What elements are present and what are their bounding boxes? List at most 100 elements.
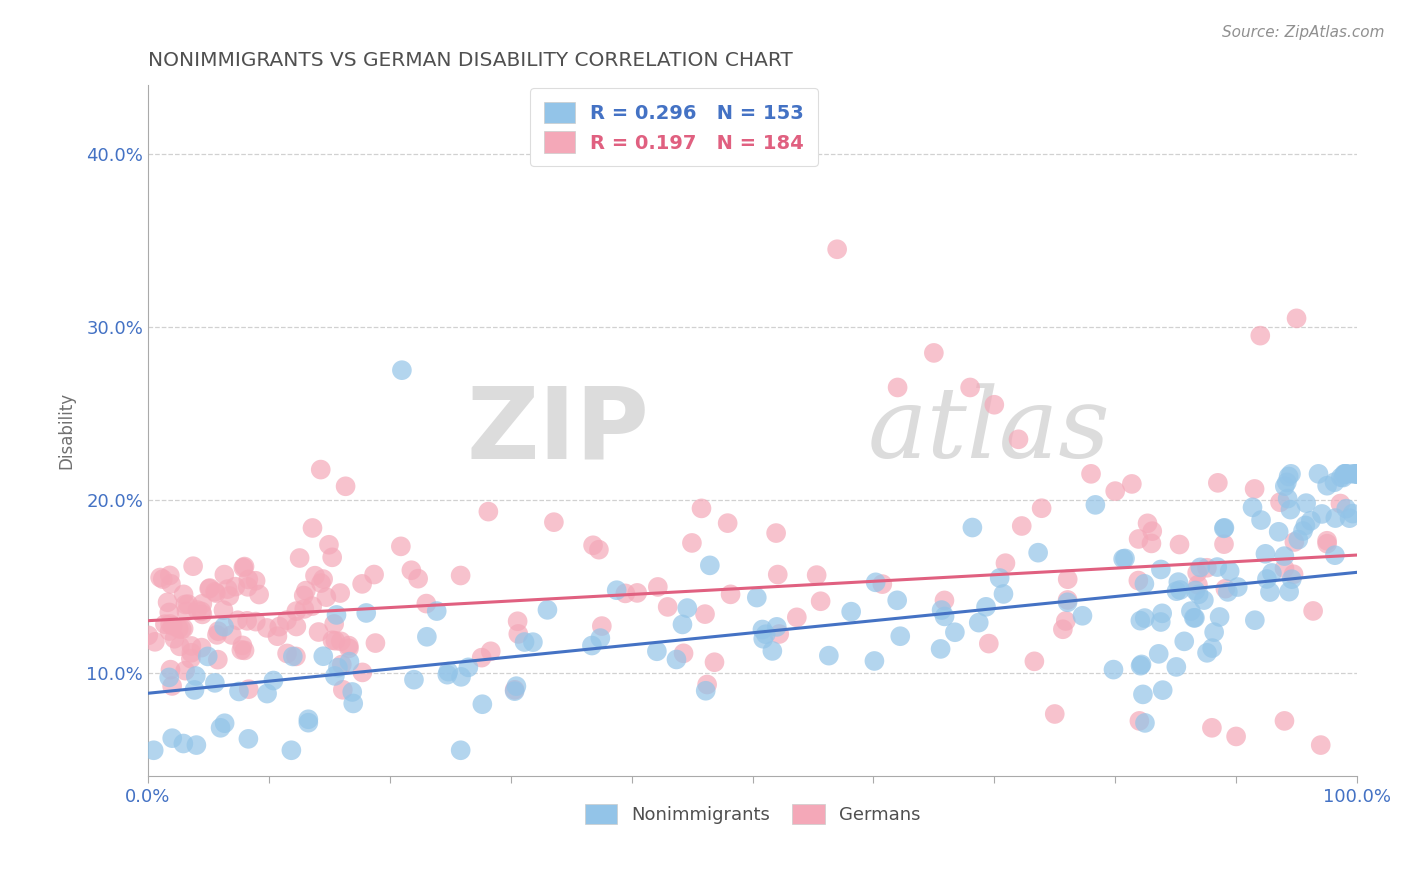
Point bbox=[1054, 614, 1077, 628]
Point bbox=[1166, 660, 1188, 674]
Point bbox=[513, 635, 536, 649]
Point bbox=[136, 628, 159, 642]
Point bbox=[247, 588, 270, 602]
Point bbox=[959, 380, 981, 394]
Point bbox=[301, 521, 323, 535]
Point bbox=[342, 697, 364, 711]
Point bbox=[1201, 641, 1223, 656]
Point bbox=[471, 697, 494, 711]
Point bbox=[1188, 587, 1211, 601]
Point bbox=[160, 577, 183, 591]
Point bbox=[236, 580, 259, 594]
Point bbox=[1323, 548, 1346, 562]
Point bbox=[1344, 467, 1367, 481]
Point bbox=[1192, 593, 1215, 607]
Point bbox=[238, 682, 260, 697]
Point bbox=[1056, 572, 1078, 586]
Point bbox=[292, 602, 315, 616]
Point bbox=[415, 597, 437, 611]
Point bbox=[508, 627, 530, 641]
Point bbox=[582, 538, 605, 552]
Point bbox=[401, 563, 423, 577]
Point bbox=[943, 625, 966, 640]
Point bbox=[1346, 467, 1368, 481]
Point bbox=[284, 649, 307, 664]
Y-axis label: Disability: Disability bbox=[58, 392, 75, 469]
Point bbox=[988, 571, 1011, 585]
Point bbox=[167, 622, 190, 636]
Point bbox=[1011, 519, 1033, 533]
Point bbox=[186, 738, 208, 752]
Point bbox=[332, 682, 354, 697]
Point bbox=[1052, 622, 1074, 636]
Point bbox=[450, 743, 472, 757]
Point bbox=[1330, 470, 1353, 484]
Point bbox=[337, 641, 360, 656]
Point bbox=[281, 649, 304, 664]
Point bbox=[1275, 475, 1298, 490]
Point bbox=[205, 586, 228, 600]
Point bbox=[1302, 604, 1324, 618]
Point bbox=[1128, 574, 1150, 588]
Point bbox=[922, 346, 945, 360]
Point bbox=[977, 637, 1000, 651]
Point bbox=[204, 676, 226, 690]
Point bbox=[1333, 467, 1355, 481]
Point bbox=[1329, 497, 1351, 511]
Point bbox=[1282, 567, 1305, 582]
Point bbox=[1334, 467, 1357, 481]
Point bbox=[1112, 552, 1135, 566]
Point bbox=[1121, 477, 1143, 491]
Point bbox=[183, 682, 205, 697]
Point bbox=[699, 558, 721, 573]
Point bbox=[1071, 608, 1094, 623]
Point bbox=[1249, 328, 1271, 343]
Point bbox=[581, 639, 603, 653]
Point bbox=[217, 582, 239, 596]
Point bbox=[889, 629, 911, 643]
Point bbox=[1215, 582, 1237, 596]
Point bbox=[1189, 560, 1212, 574]
Point bbox=[768, 627, 790, 641]
Point bbox=[506, 614, 529, 628]
Point bbox=[1267, 524, 1289, 539]
Point bbox=[318, 538, 340, 552]
Point bbox=[352, 577, 374, 591]
Point bbox=[269, 620, 291, 634]
Point bbox=[309, 576, 332, 591]
Point bbox=[1168, 537, 1191, 551]
Point bbox=[335, 479, 357, 493]
Point bbox=[1056, 595, 1078, 609]
Point bbox=[406, 572, 429, 586]
Point bbox=[190, 604, 212, 618]
Point bbox=[665, 652, 688, 666]
Point bbox=[224, 580, 246, 594]
Point bbox=[1024, 654, 1046, 668]
Point bbox=[426, 604, 449, 618]
Point bbox=[1292, 524, 1315, 538]
Point bbox=[967, 615, 990, 630]
Point bbox=[323, 616, 346, 631]
Point bbox=[1299, 514, 1322, 528]
Point bbox=[325, 607, 347, 622]
Point bbox=[1128, 532, 1150, 546]
Point bbox=[450, 670, 472, 684]
Point bbox=[191, 597, 214, 611]
Point bbox=[591, 619, 613, 633]
Point bbox=[180, 646, 202, 660]
Point bbox=[157, 606, 180, 620]
Point bbox=[238, 731, 260, 746]
Point bbox=[159, 617, 181, 632]
Point bbox=[149, 570, 172, 584]
Point bbox=[886, 593, 908, 607]
Point bbox=[236, 614, 259, 628]
Point bbox=[352, 665, 374, 680]
Point bbox=[152, 572, 174, 586]
Point bbox=[285, 604, 308, 618]
Point bbox=[1334, 467, 1357, 481]
Point bbox=[671, 617, 693, 632]
Point bbox=[330, 657, 353, 672]
Point bbox=[1147, 647, 1170, 661]
Point bbox=[297, 712, 319, 726]
Point bbox=[1277, 491, 1299, 506]
